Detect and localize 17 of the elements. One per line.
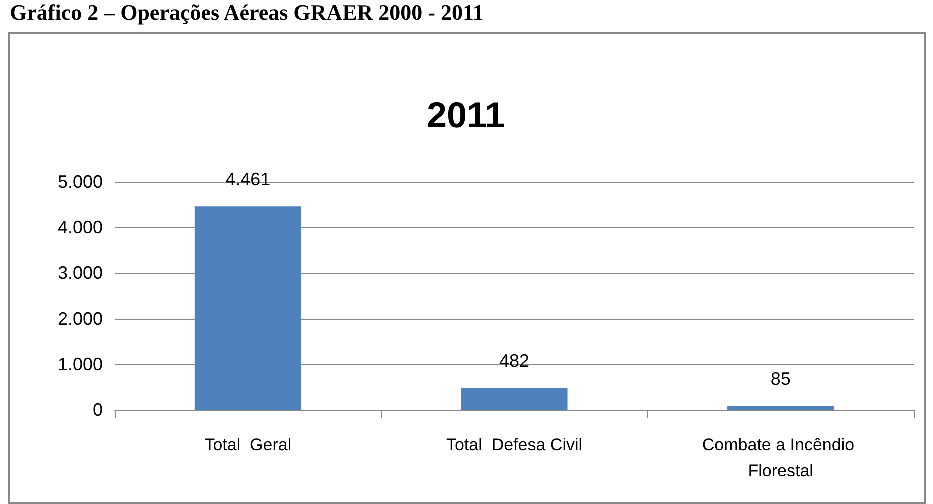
data-label: 482 (499, 351, 530, 372)
x-tick-label: Combate a Incêndio Florestal (702, 436, 860, 480)
y-tick-label: 3.000 (58, 263, 103, 284)
data-label: 4.461 (226, 170, 271, 190)
y-tick-label: 4.000 (58, 218, 103, 238)
x-tick-label: Total Geral (204, 436, 292, 454)
bar (194, 206, 302, 410)
y-tick-label: 5.000 (58, 172, 103, 192)
text: Gráfico 2 – Operações Aéreas GRAER 2000 - 2011 (10, 0, 484, 26)
data-label: 85 (770, 369, 791, 390)
chart-title: 2011 (426, 94, 506, 136)
x-tick-label: Total Defesa Civil (446, 436, 583, 454)
bar (461, 388, 568, 410)
y-tick-label: 0 (92, 400, 103, 420)
y-tick-label: 2.000 (58, 308, 103, 329)
bar (728, 406, 834, 410)
y-tick-label: 1.000 (58, 354, 103, 374)
